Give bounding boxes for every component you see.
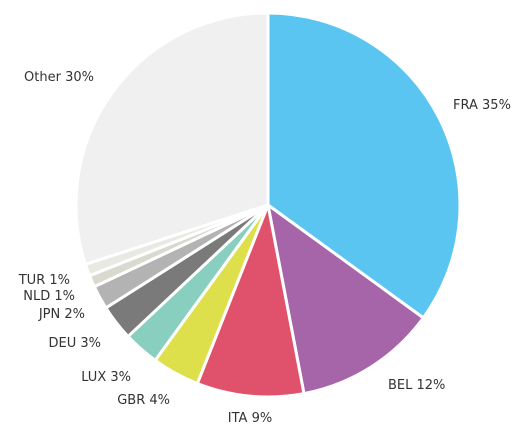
slice-category: JPN (38, 307, 60, 322)
slice-value: 4% (149, 393, 170, 408)
slice-value: 12% (417, 378, 446, 393)
slice-label: FRA 35% (453, 98, 511, 113)
slice-label: DEU 3% (48, 336, 101, 351)
slice-category: Other (24, 70, 62, 85)
slice-value: 1% (49, 273, 70, 288)
slice-label: Other 30% (24, 70, 94, 85)
slice-category: LUX (81, 370, 106, 385)
slice-category: FRA (453, 98, 478, 113)
slice-value: 3% (80, 336, 101, 351)
slice-category: DEU (48, 336, 76, 351)
pie-slice (74, 11, 270, 266)
slice-label: GBR 4% (117, 393, 170, 408)
slice-label: NLD 1% (23, 289, 75, 304)
slice-value: 3% (110, 370, 131, 385)
slice-value: 35% (482, 98, 511, 113)
slice-category: BEL (388, 378, 413, 393)
slice-value: 9% (252, 411, 273, 426)
slice-category: NLD (23, 289, 50, 304)
slice-label: LUX 3% (81, 370, 131, 385)
slice-label: BEL 12% (388, 378, 445, 393)
slice-label: ITA 9% (228, 411, 272, 426)
slice-category: ITA (228, 411, 248, 426)
slice-category: GBR (117, 393, 145, 408)
slice-label: TUR 1% (18, 273, 70, 288)
slice-value: 30% (65, 70, 94, 85)
slice-value: 2% (64, 307, 85, 322)
pie-slice (266, 11, 462, 320)
slice-category: TUR (18, 273, 46, 288)
pie-slice (195, 203, 306, 399)
slice-label: JPN 2% (38, 307, 85, 322)
slice-value: 1% (54, 289, 75, 304)
pie-slice (266, 203, 425, 396)
